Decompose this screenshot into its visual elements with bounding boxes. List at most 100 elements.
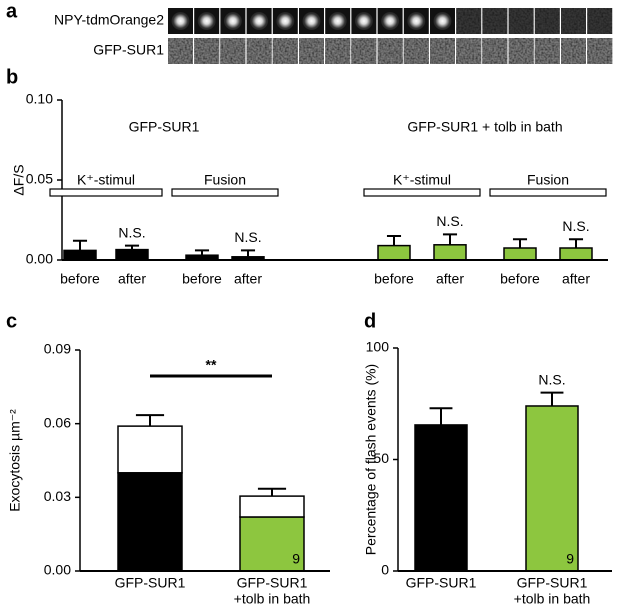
image-noise [403,38,429,64]
n-label: 9 [292,551,300,567]
n-label: 12 [447,551,463,567]
image-noise [351,38,377,64]
image-noise [299,38,324,64]
image-noise [456,38,482,64]
y-tick-label: 0.10 [26,91,53,107]
bar-segment [239,516,305,572]
y-tick-label: 100 [366,339,390,355]
condition-bracket [49,188,163,197]
vesicle-spot [171,12,190,30]
image-noise [508,8,534,34]
image-noise [377,38,403,64]
group-title: GFP-SUR1 + tolb in bath [407,119,562,135]
x-tick-label: GFP-SUR1 [115,575,186,591]
bar [377,244,411,261]
image-noise [194,38,220,64]
y-axis-label: Exocytosis µm⁻² [7,409,23,512]
y-tick-label: 0.00 [26,251,53,267]
vesicle-spot [302,12,321,30]
image-noise [534,38,560,64]
annotation: N.S. [562,218,589,234]
image-noise [561,8,586,34]
x-tick-label: GFP-SUR1 [517,575,588,591]
y-axis-label: ΔF/S [11,164,27,195]
annotation: N.S. [436,213,463,229]
annotation: N.S. [538,371,565,387]
image-noise [325,38,351,64]
x-tick-label: after [562,271,590,287]
image-noise [482,38,508,64]
vesicle-spot [197,12,216,30]
bar [433,244,467,261]
error-bar [442,233,458,245]
x-tick-label: GFP-SUR1 [406,575,477,591]
x-tick-label: after [234,271,262,287]
condition-label: K⁺-stimul [393,172,451,188]
vesicle-spot [381,12,400,30]
vesicle-spot [223,12,242,30]
image-noise [430,38,455,64]
x-tick-label: before [60,271,100,287]
x-tick-label: before [374,271,414,287]
image-noise [168,38,193,64]
n-label: 12 [162,551,178,567]
y-tick-label: 0.03 [44,488,71,504]
panel-label: b [6,66,18,88]
y-tick-label: 50 [373,450,389,466]
n-label: 9 [566,551,574,567]
annotation: N.S. [118,224,145,240]
vesicle-spot [354,12,373,30]
y-tick-label: 0.09 [44,341,71,357]
vesicle-spot [407,12,426,30]
bar [525,405,579,572]
bar-segment [117,425,183,474]
x-tick-label: before [182,271,222,287]
condition-bracket [363,188,481,197]
x-tick-label: after [436,271,464,287]
condition-bracket [171,188,279,197]
vesicle-spot [250,12,269,30]
y-tick-label: 0.00 [44,562,71,578]
x-tick-label: before [500,271,540,287]
image-noise [587,38,613,64]
error-bar [257,487,287,497]
panel-label: c [6,310,17,332]
error-bar [386,235,402,246]
x-tick-label: after [118,271,146,287]
image-noise [534,8,560,34]
error-bar [72,239,88,251]
error-bar [568,238,584,248]
x-tick-label: +tolb in bath [234,591,311,607]
image-noise [587,8,613,34]
error-bar [124,244,140,250]
error-bar [512,238,528,248]
error-bar [429,407,453,425]
y-tick-label: 0 [381,562,389,578]
image-noise [272,38,298,64]
error-bar [540,391,564,406]
vesicle-spot [328,12,347,30]
group-title: GFP-SUR1 [129,119,200,135]
error-bar [240,249,256,257]
condition-label: Fusion [204,172,246,188]
bar [115,248,149,261]
image-noise [508,38,534,64]
y-tick-label: 0.05 [26,171,53,187]
row-label: NPY-tdmOrange2 [54,12,164,28]
bar [414,424,468,572]
y-axis-label: Percentage of flash events (%) [363,364,379,555]
error-bar [194,249,210,256]
bar [503,247,537,261]
image-noise [456,8,482,34]
image-noise [220,38,246,64]
significance: ** [206,357,217,373]
image-noise [482,8,508,34]
image-strip [168,8,613,64]
row-label: GFP-SUR1 [93,42,164,58]
condition-label: K⁺-stimul [77,172,135,188]
condition-label: Fusion [527,172,569,188]
image-noise [246,38,272,64]
error-bar [135,414,165,427]
